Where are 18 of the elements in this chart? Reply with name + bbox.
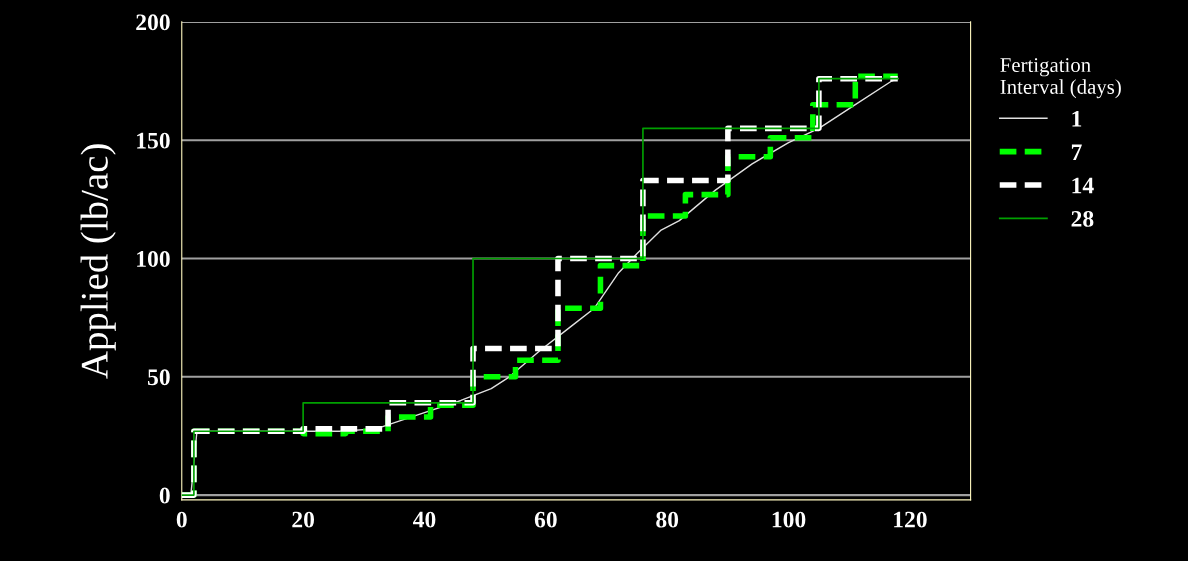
y-tick-label: 200	[136, 14, 170, 31]
legend-label: 1	[1072, 110, 1082, 127]
y-tick-label: 50	[147, 369, 170, 386]
y-axis-title: Applied (lb/ac)	[80, 144, 116, 379]
x-tick-label: 100	[772, 511, 806, 528]
y-tick-label: 0	[159, 487, 170, 504]
legend-label: 28	[1071, 210, 1094, 227]
x-tick-label: 120	[894, 511, 927, 528]
y-tick-label: 150	[137, 132, 170, 149]
legend-label: 7	[1071, 144, 1082, 160]
x-tick-label: 0	[176, 511, 187, 528]
x-tick-label: 20	[292, 511, 315, 528]
y-tick-label: 100	[137, 250, 170, 267]
x-tick-label: 80	[656, 511, 679, 528]
legend-label: 14	[1072, 177, 1094, 194]
x-tick-label: 40	[413, 511, 436, 528]
x-tick-label: 60	[534, 511, 557, 528]
legend-title: Fertigation Interval (days)	[1000, 58, 1121, 99]
